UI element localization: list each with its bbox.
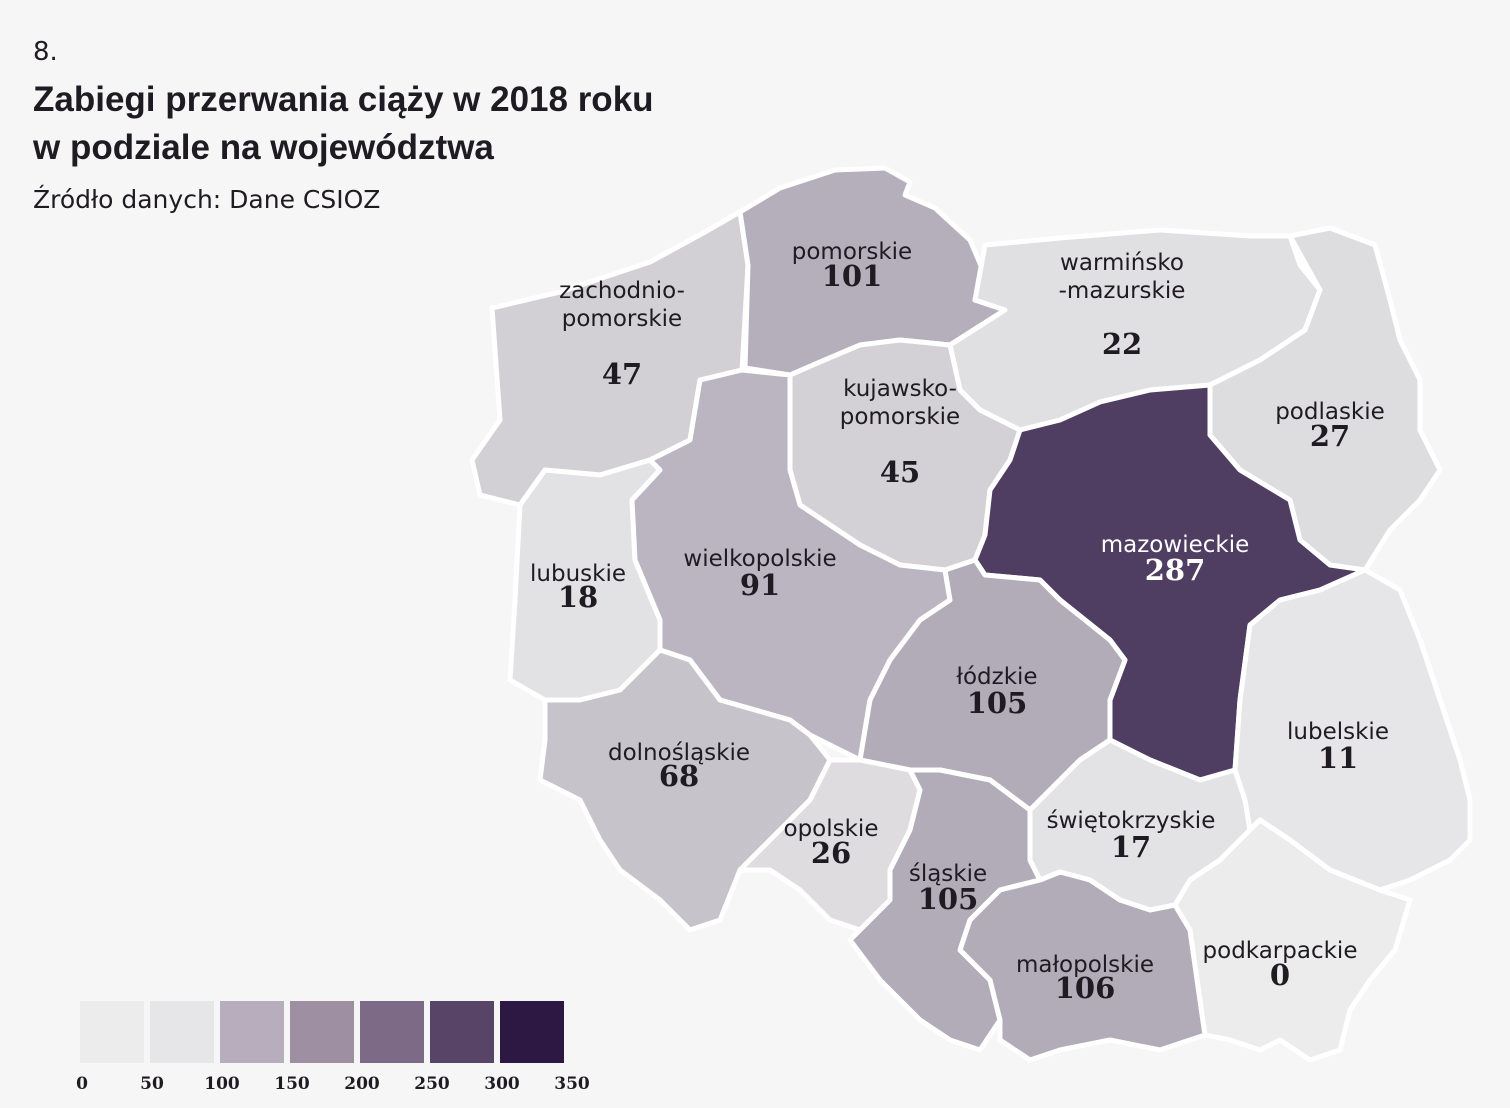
region-value-malopolskie: 106 [1055, 971, 1116, 1005]
region-name-dolnoslaskie: dolnośląskie [608, 740, 750, 766]
legend-tick-label: 350 [554, 1074, 590, 1094]
region-value-lodzkie: 105 [967, 686, 1028, 720]
region-value-wielkopolskie: 91 [740, 568, 780, 602]
legend-tick-label: 300 [484, 1074, 520, 1094]
legend-tick-label: 150 [274, 1074, 310, 1094]
legend-tick-label: 200 [344, 1074, 380, 1094]
region-value-podlaskie: 27 [1310, 419, 1350, 453]
legend-swatch [360, 1001, 424, 1063]
region-value-opolskie: 26 [811, 836, 851, 870]
legend-swatch [150, 1001, 214, 1063]
legend-swatch [80, 1001, 144, 1063]
legend-tick-label: 0 [76, 1074, 88, 1094]
region-value-kujawsko-pomorskie: 45 [880, 455, 920, 489]
legend-swatch [500, 1001, 564, 1063]
region-name-malopolskie: małopolskie [1016, 952, 1154, 978]
region-value-mazowieckie: 287 [1145, 553, 1206, 587]
chart-title-line-2: w podziale na województwa [33, 128, 494, 167]
region-value-swietokrzyskie: 17 [1111, 830, 1151, 864]
region-name-lodzkie: łódzkie [956, 664, 1037, 690]
region-name-swietokrzyskie: świętokrzyskie [1047, 808, 1216, 834]
region-name-warminsko-mazurskie: warmińsko [1060, 250, 1184, 276]
legend-tick-label: 250 [414, 1074, 450, 1094]
region-name-lubelskie: lubelskie [1287, 719, 1389, 745]
region-value-dolnoslaskie: 68 [659, 759, 699, 793]
region-value-podkarpackie: 0 [1270, 958, 1290, 992]
region-value-lubuskie: 18 [558, 580, 598, 614]
color-legend: 0 50 100 150 200 250 300 350 [76, 1001, 590, 1094]
region-name-kujawsko-pomorskie: pomorskie [840, 404, 960, 430]
chart-title: Zabiegi przerwania ciąży w 2018 roku w p… [33, 76, 654, 172]
chart-title-line-1: Zabiegi przerwania ciąży w 2018 roku [33, 80, 654, 119]
legend-swatch [220, 1001, 284, 1063]
region-name-opolskie: opolskie [784, 816, 879, 842]
region-name-pomorskie: pomorskie [792, 239, 912, 265]
legend-tick-label: 100 [204, 1074, 240, 1094]
legend-swatch [290, 1001, 354, 1063]
region-name-kujawsko-pomorskie: kujawsko- [843, 376, 957, 402]
region-podkarpackie [1172, 817, 1413, 1063]
region-name-wielkopolskie: wielkopolskie [683, 546, 836, 572]
legend-swatch [430, 1001, 494, 1063]
region-name-warminsko-mazurskie: -mazurskie [1059, 278, 1186, 304]
region-value-pomorskie: 101 [822, 259, 883, 293]
region-name-podlaskie: podlaskie [1275, 399, 1385, 425]
region-name-lubuskie: lubuskie [530, 561, 626, 587]
region-name-zachodniopomorskie: zachodnio- [559, 278, 685, 304]
region-value-zachodniopomorskie: 47 [602, 357, 642, 391]
region-value-warminsko-mazurskie: 22 [1102, 327, 1142, 361]
legend-tick-label: 50 [140, 1074, 164, 1094]
region-name-zachodniopomorskie: pomorskie [562, 306, 682, 332]
figure-number: 8. [33, 37, 58, 67]
region-malopolskie [957, 869, 1208, 1063]
region-name-slaskie: śląskie [909, 861, 987, 887]
region-name-mazowieckie: mazowieckie [1101, 532, 1250, 558]
region-name-podkarpackie: podkarpackie [1203, 938, 1358, 964]
data-source: Źródło danych: Dane CSIOZ [33, 185, 381, 214]
header: 8. Zabiegi przerwania ciąży w 2018 roku … [33, 34, 654, 218]
region-value-lubelskie: 11 [1318, 741, 1358, 775]
regions-layer [469, 165, 1473, 1063]
region-value-slaskie: 105 [918, 882, 979, 916]
